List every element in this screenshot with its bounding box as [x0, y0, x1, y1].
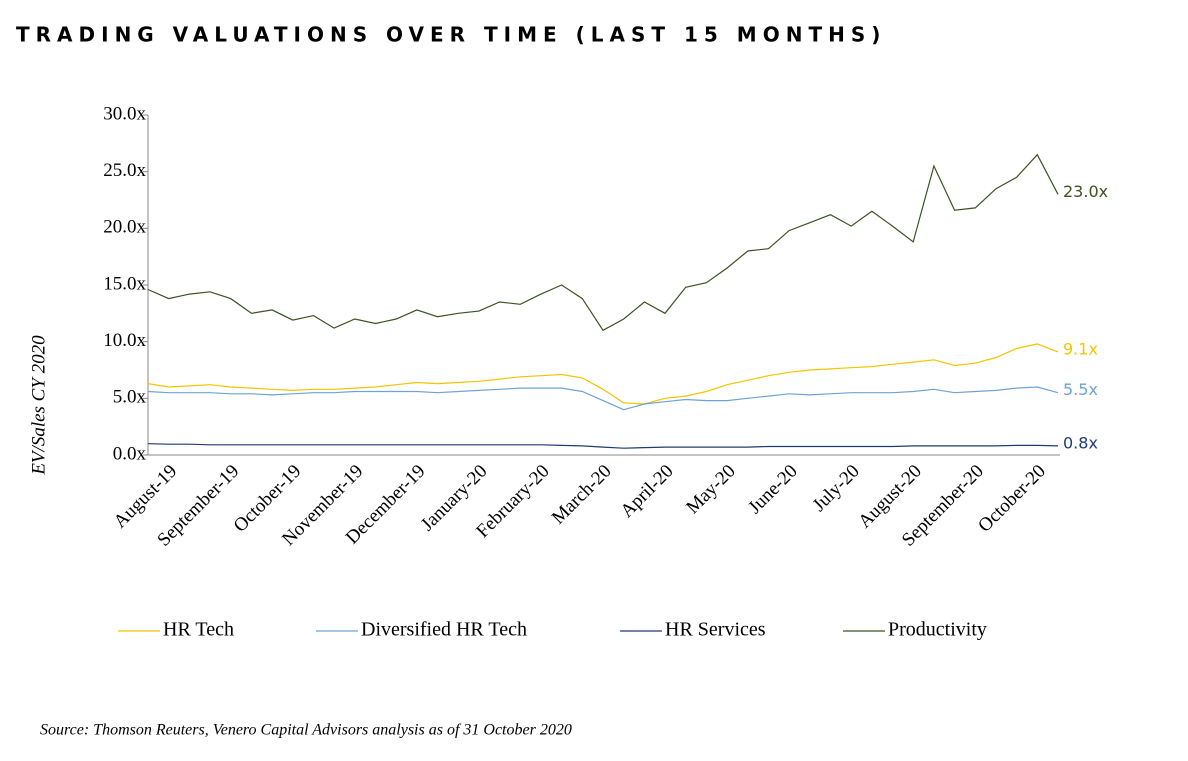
- y-tick-label: 10.0x: [103, 330, 146, 351]
- series-line: [147, 443, 1059, 449]
- y-tick-label: 0.0x: [113, 443, 147, 464]
- series-line: [147, 343, 1059, 405]
- legend-label: HR Services: [665, 619, 766, 641]
- end-value-label: 23.0x: [1063, 182, 1108, 201]
- x-tick-label: June-20: [744, 461, 801, 518]
- series-line: [147, 386, 1059, 411]
- end-value-label: 5.5x: [1063, 380, 1098, 399]
- x-tick-label: April-20: [617, 461, 678, 522]
- source-note: Source: Thomson Reuters, Venero Capital …: [40, 722, 572, 739]
- x-tick-label: May-20: [682, 461, 739, 518]
- chart-title: TRADING VALUATIONS OVER TIME (LAST 15 MO…: [16, 23, 886, 47]
- series-line: [147, 153, 1059, 332]
- end-value-label: 9.1x: [1063, 339, 1098, 358]
- y-tick-label: 5.0x: [113, 387, 147, 408]
- y-tick-label: 30.0x: [103, 103, 146, 124]
- x-tick-label: July-20: [809, 461, 864, 516]
- x-tick-label: March-20: [548, 461, 616, 529]
- y-axis-label: EV/Sales CY 2020: [28, 335, 49, 476]
- y-tick-label: 25.0x: [103, 160, 146, 181]
- legend-label: Productivity: [888, 619, 987, 641]
- legend-label: HR Tech: [163, 619, 234, 641]
- y-tick-label: 20.0x: [103, 217, 146, 238]
- legend-label: Diversified HR Tech: [361, 619, 527, 641]
- end-value-label: 0.8x: [1063, 433, 1098, 452]
- y-tick-label: 15.0x: [103, 273, 146, 294]
- x-tick-label: October-20: [974, 461, 1050, 537]
